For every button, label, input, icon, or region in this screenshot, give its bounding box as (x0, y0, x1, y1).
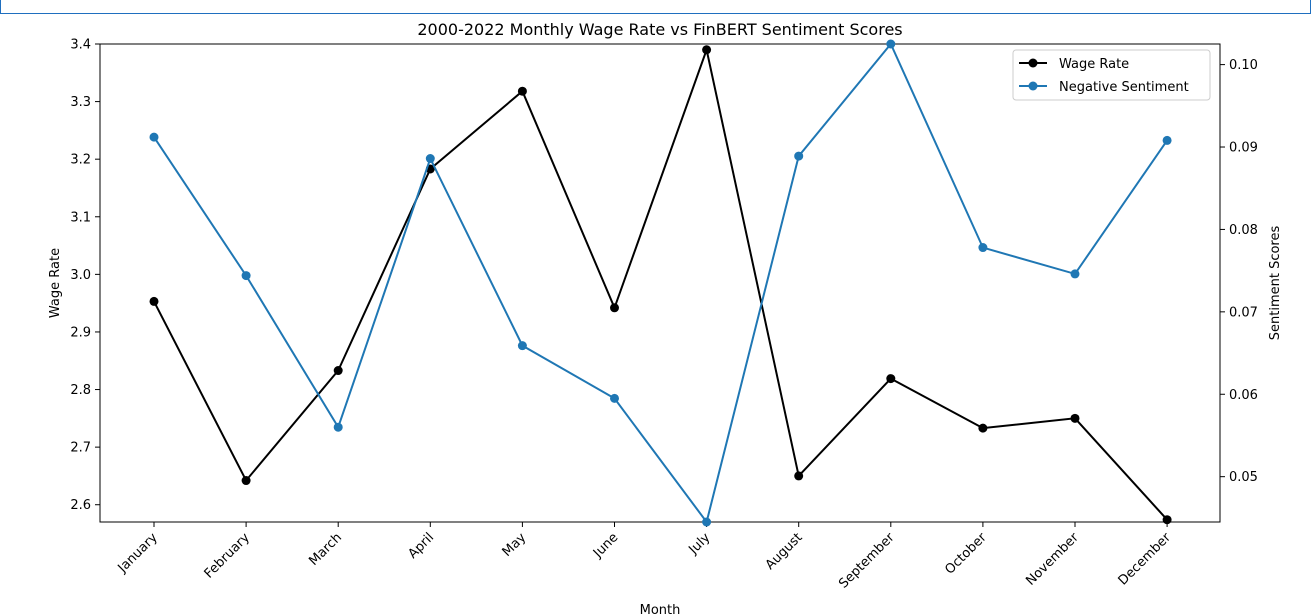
data-point-negative-sentiment (1162, 135, 1172, 145)
y-left-tick-label: 3.0 (70, 268, 91, 283)
x-tick-label: October (942, 530, 990, 578)
data-point-negative-sentiment (702, 517, 712, 527)
y-left-tick-label: 3.2 (70, 153, 91, 168)
data-point-wage-rate (794, 471, 804, 481)
y-right-tick-label: 0.07 (1229, 305, 1258, 320)
legend: Wage Rate Negative Sentiment (1012, 49, 1211, 101)
data-point-wage-rate (517, 86, 527, 96)
series-line-wage-rate (153, 46, 1168, 521)
y-axis-left-label: Wage Rate (48, 248, 63, 318)
legend-label-negative-sentiment: Negative Sentiment (1059, 80, 1189, 95)
x-tick-label: January (115, 530, 161, 576)
x-tick-label: August (763, 530, 806, 573)
data-point-wage-rate (978, 423, 988, 433)
y-right-tick-label: 0.10 (1229, 58, 1258, 73)
data-point-wage-rate (149, 296, 159, 306)
data-point-wage-rate (333, 366, 343, 376)
y-left-tick-label: 3.1 (70, 210, 91, 225)
y-axis-right: 0.05 0.06 0.07 0.08 0.09 0.10 (1220, 58, 1258, 485)
y-right-tick-label: 0.08 (1229, 223, 1258, 238)
x-tick-label: November (1023, 530, 1082, 589)
x-axis-label: Month (640, 603, 681, 616)
y-right-tick-label: 0.06 (1229, 388, 1258, 403)
data-point-negative-sentiment (610, 393, 619, 403)
data-point-wage-rate (702, 45, 712, 55)
y-left-tick-label: 2.9 (70, 325, 91, 340)
y-axis-left: 2.6 2.7 2.8 2.9 3.0 3.1 3.2 3.3 3.4 (70, 38, 100, 513)
y-left-tick-label: 3.3 (70, 95, 91, 110)
plot-area (99, 43, 1221, 523)
data-point-negative-sentiment (241, 271, 251, 281)
legend-box (1012, 49, 1211, 101)
data-point-negative-sentiment (794, 151, 804, 161)
data-point-negative-sentiment (425, 154, 435, 164)
data-point-wage-rate (886, 374, 896, 384)
x-tick-label: March (306, 530, 345, 569)
data-point-negative-sentiment (1070, 269, 1080, 279)
y-left-tick-label: 2.7 (70, 441, 91, 456)
x-tick-label: July (686, 530, 714, 558)
y-left-tick-label: 2.6 (70, 498, 91, 513)
series-line-negative-sentiment (153, 42, 1168, 525)
chart-title: 2000-2022 Monthly Wage Rate vs FinBERT S… (417, 20, 902, 39)
data-point-negative-sentiment (978, 243, 988, 253)
y-left-tick-label: 2.8 (70, 383, 91, 398)
data-point-negative-sentiment (517, 341, 527, 351)
y-axis-right-label: Sentiment Scores (1268, 226, 1283, 341)
y-right-tick-label: 0.05 (1229, 470, 1258, 485)
legend-label-wage-rate: Wage Rate (1059, 57, 1129, 72)
y-right-tick-label: 0.09 (1229, 141, 1258, 156)
x-tick-label: December (1116, 530, 1175, 589)
data-point-wage-rate (610, 303, 619, 313)
data-point-negative-sentiment (149, 132, 159, 142)
x-tick-label: April (406, 530, 438, 562)
data-point-wage-rate (241, 476, 251, 486)
series-layer (149, 39, 1172, 527)
x-tick-label: May (500, 530, 530, 560)
data-point-negative-sentiment (333, 422, 343, 432)
x-tick-label: June (590, 530, 621, 561)
y-left-tick-label: 3.4 (70, 38, 91, 53)
data-point-negative-sentiment (886, 39, 896, 49)
x-axis: January February March April May June July Augu… (115, 522, 1175, 592)
data-point-wage-rate (1162, 515, 1172, 525)
data-point-wage-rate (1070, 413, 1080, 423)
x-tick-label: February (202, 530, 254, 582)
legend-marker-wage-rate (1028, 58, 1038, 68)
legend-marker-negative-sentiment (1028, 81, 1038, 91)
x-tick-label: September (836, 530, 898, 592)
